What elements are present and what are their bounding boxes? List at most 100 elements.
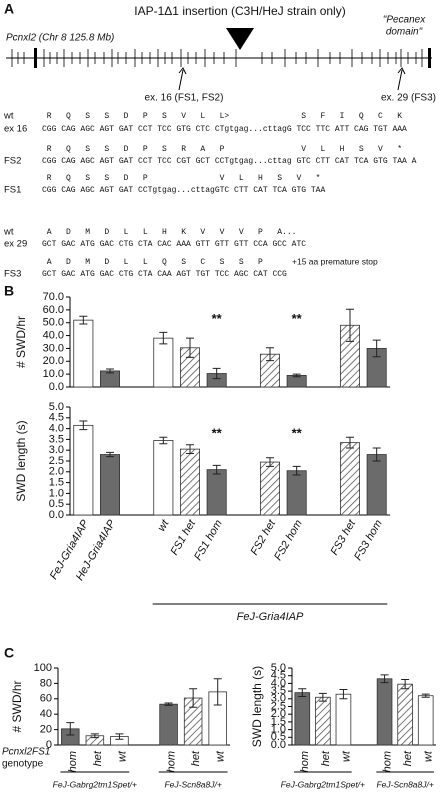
y-tick-label: 60.0	[43, 304, 64, 316]
bar	[259, 461, 280, 516]
x-tick-label: wt	[340, 750, 352, 762]
y-tick-label: 0.0	[271, 739, 286, 751]
error-bar	[186, 444, 194, 454]
bar	[335, 693, 352, 746]
y-tick-label: 100	[34, 662, 52, 674]
x-tick-label: het	[190, 750, 202, 766]
bar	[206, 469, 227, 516]
x-tick-label: wt	[423, 750, 435, 762]
error-bar	[79, 315, 88, 325]
y-tick-label: 40.0	[43, 329, 64, 341]
bar	[315, 696, 331, 746]
x-tick-label: wt	[116, 750, 128, 762]
nucleotides: GCT GAC ATG GAC CTG CTA CAC AAA GTT GTT …	[42, 240, 306, 249]
x-tick-label: wt	[215, 750, 227, 762]
y-tick-label: 40	[40, 708, 52, 720]
y-tick-label: 3.5	[271, 685, 286, 697]
nucleotides: CGG CAG AGC AGT GAT CCT TCC CGT GCT CCTg…	[42, 157, 417, 166]
y-tick-label: 3.0	[49, 444, 64, 456]
domain-label: "Pecanex	[383, 15, 426, 26]
sequence-label: wt	[3, 227, 14, 238]
amino-acids: A D M D L L Q S C S S P	[42, 258, 263, 267]
significance: **	[292, 311, 303, 326]
significance: **	[292, 425, 303, 440]
exon-ticks	[11, 48, 431, 68]
bar	[286, 470, 307, 516]
bar	[339, 442, 360, 516]
exon-block	[428, 48, 431, 68]
y-tick-label: 4.5	[271, 670, 286, 682]
error-bar	[380, 674, 389, 684]
bar	[100, 454, 121, 516]
error-bar	[266, 457, 274, 467]
amino-acids: R Q S S D P V L H S V *	[42, 174, 320, 183]
y-tick-label: 5.0	[271, 662, 286, 674]
error-bar	[298, 688, 307, 697]
x-tick-label: hom	[381, 751, 393, 772]
bar	[153, 440, 174, 516]
error-bar	[159, 331, 168, 345]
y-tick-label: 3.0	[271, 693, 286, 705]
y-tick-label: 0.5	[271, 731, 286, 743]
y-tick-label: 0.5	[49, 498, 64, 510]
x-axis-title: Pcnxl2FS1	[2, 747, 50, 758]
bar	[376, 678, 393, 746]
sequence-label: FS2	[4, 156, 21, 167]
nucleotides: GCT GAC ATG GAC CTG CTA CAA AGT TGT TCC …	[42, 270, 287, 279]
error-bar	[159, 436, 168, 445]
amino-acids: R Q S S D P S R A P V L H S V *	[42, 145, 402, 154]
error-bar	[106, 451, 114, 458]
y-tick-label: 10.0	[43, 368, 64, 380]
significance: **	[212, 311, 223, 326]
y-tick-label: 20.0	[43, 355, 64, 367]
arrow	[178, 67, 187, 91]
error-bar	[372, 339, 381, 358]
sequence-label: FS3	[4, 269, 21, 280]
error-bar	[292, 465, 301, 476]
insertion-label: IAP-1Δ1 insertion (C3H/HeJ strain only)	[134, 4, 345, 18]
exon-label: ex. 16 (FS1, FS2)	[145, 93, 224, 104]
y-tick-label: 1.0	[271, 724, 286, 736]
error-bar	[164, 702, 173, 706]
y-axis-title: # SWD/hr	[10, 680, 24, 732]
group-label: FeJ-Gabrg2tm1Spet/+	[53, 779, 137, 789]
amino-acids: A D M D L L H K V V V P A...	[42, 228, 296, 237]
sequence-label: ex 16	[4, 124, 27, 135]
domain-label: domain"	[386, 27, 423, 38]
bar	[294, 692, 311, 746]
y-tick-label: 4.5	[49, 412, 64, 424]
error-bar	[401, 679, 410, 690]
error-bar	[213, 678, 222, 706]
y-tick-label: 0.0	[49, 509, 64, 521]
error-bar	[346, 436, 354, 449]
bar	[159, 703, 178, 746]
error-bar	[90, 733, 99, 739]
x-tick-label: hom	[165, 751, 177, 772]
error-bar	[79, 420, 88, 431]
error-bar	[115, 733, 124, 740]
x-axis-title: genotype	[2, 759, 44, 770]
error-bar	[212, 367, 221, 380]
bar	[366, 454, 387, 516]
panel-label: A	[4, 1, 14, 17]
error-bar	[106, 368, 114, 374]
nucleotides: CGG CAG AGC AGT GAT CCTgtgag...cttagGTC …	[42, 186, 325, 195]
exon-block	[34, 48, 37, 68]
y-tick-label: 2.5	[49, 455, 64, 467]
y-tick-label: 3.5	[49, 433, 64, 445]
y-tick-label: 1.0	[49, 487, 64, 499]
y-tick-label: 60	[40, 693, 52, 705]
x-tick-label: hom	[299, 751, 311, 772]
bar	[397, 683, 413, 746]
error-bar	[318, 692, 327, 702]
y-tick-label: 2.0	[271, 708, 286, 720]
arrow	[397, 67, 406, 91]
bar	[73, 319, 94, 388]
y-axis-title: # SWD/hr	[14, 316, 28, 368]
y-tick-label: 4.0	[271, 677, 286, 689]
y-tick-label: 0.0	[49, 381, 64, 393]
y-tick-label: 1.5	[49, 477, 64, 489]
y-tick-label: 80	[40, 677, 52, 689]
group-label: FeJ-Gabrg2tm1Spet/+	[281, 779, 365, 789]
sequence-label: FS1	[4, 185, 21, 196]
